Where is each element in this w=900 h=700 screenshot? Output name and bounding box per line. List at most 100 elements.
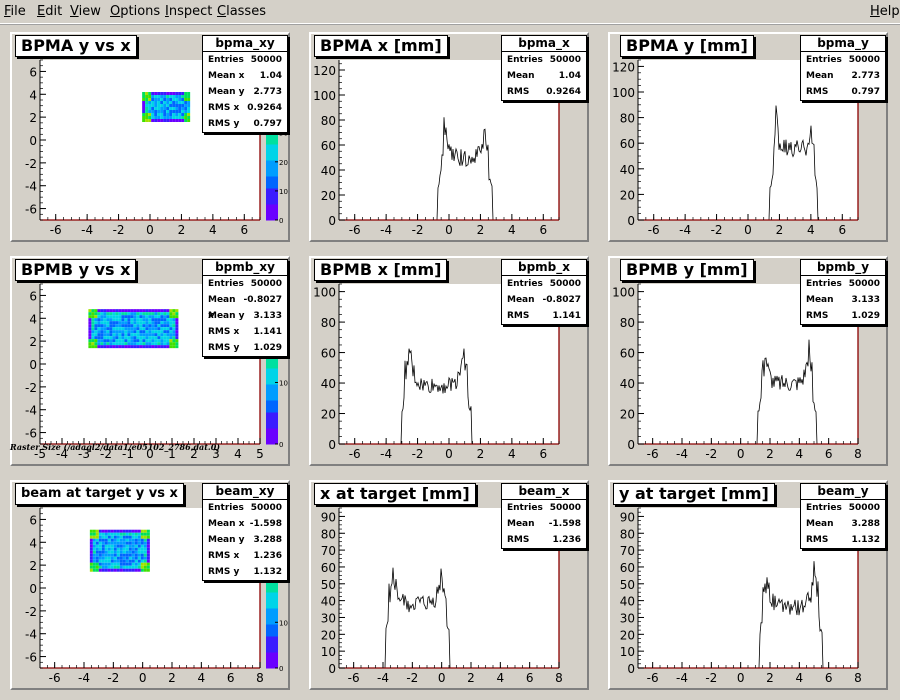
heatmap-cell	[100, 312, 104, 316]
heatmap-cell	[169, 312, 173, 316]
heatmap-cell	[124, 336, 128, 340]
menu-edit-label: dit	[45, 4, 63, 19]
heatmap-cell	[128, 532, 132, 536]
heatmap-cell	[91, 315, 95, 319]
heatmap-cell	[113, 538, 117, 542]
heatmap-cell	[94, 324, 98, 328]
heatmap-cell	[140, 550, 144, 554]
palette-cell	[266, 620, 278, 625]
heatmap-cell	[89, 556, 93, 560]
menu-inspect[interactable]: Inspect	[165, 4, 212, 19]
heatmap-cell	[98, 529, 102, 533]
heatmap-cell	[110, 556, 114, 560]
heatmap-cell	[169, 330, 173, 334]
menu-view[interactable]: View	[70, 4, 101, 19]
heatmap-cell	[178, 101, 182, 104]
heatmap-cell	[91, 345, 95, 349]
stats-label: RMS	[507, 87, 530, 97]
y-tick-label: 4	[29, 536, 37, 550]
heatmap-cell	[101, 532, 105, 536]
heatmap-cell	[91, 321, 95, 325]
stats-label: Mean	[507, 519, 535, 529]
heatmap-cell	[160, 92, 164, 95]
stats-row: Mean x 1.04	[203, 68, 287, 84]
x-tick-label: -2	[412, 223, 424, 237]
heatmap-cell	[109, 309, 113, 313]
menu-file[interactable]: File	[4, 4, 26, 19]
heatmap-cell	[106, 342, 110, 346]
y-tick-label: 50	[620, 578, 635, 592]
heatmap-cell	[107, 562, 111, 566]
heatmap-cell	[128, 550, 132, 554]
palette-cell	[266, 392, 278, 397]
palette-cell	[266, 604, 278, 609]
pad-beam-y[interactable]: -6 -4 -2 0 2 4 6 8 0 10 20 30 40 50 60 70 80 90 y at targ…	[608, 480, 888, 690]
heatmap-cell	[107, 547, 111, 551]
heatmap-cell	[110, 535, 114, 539]
heatmap-cell	[157, 110, 161, 113]
heatmap-cell	[130, 342, 134, 346]
heatmap-cell	[187, 104, 191, 107]
pad-bpma-y[interactable]: -6 -4 -2 0 2 4 6 0 20 40 60 80 100 120 BPMA y [mm] bp…	[608, 32, 888, 242]
palette-cell	[266, 616, 278, 621]
pad-bpmb-x[interactable]: -6 -4 -2 0 2 4 6 0 20 40 60 80 100 BPMB x [mm] bpmb_…	[309, 256, 589, 466]
pad-bpma-x[interactable]: -6 -4 -2 0 2 4 6 0 20 40 60 80 100 120 BPMA x [mm] bp…	[309, 32, 589, 242]
heatmap-cell	[163, 101, 167, 104]
menu-classes[interactable]: Classes	[217, 4, 266, 19]
heatmap-cell	[163, 98, 167, 101]
heatmap-cell	[157, 101, 161, 104]
y-tick-label: 40	[321, 377, 336, 391]
menu-inspect-label: nspect	[168, 4, 213, 19]
y-tick-label: 120	[612, 60, 635, 74]
heatmap-cell	[169, 98, 173, 101]
y-tick-label: 80	[321, 114, 336, 128]
menu-options[interactable]: Options	[110, 4, 160, 19]
heatmap-cell	[172, 333, 176, 337]
heatmap-cell	[163, 119, 167, 122]
stats-row: Entries 50000	[801, 500, 885, 516]
heatmap-cell	[116, 568, 120, 572]
heatmap-cell	[160, 119, 164, 122]
heatmap-cell	[89, 550, 93, 554]
x-tick-label: -2	[100, 447, 112, 461]
heatmap-cell	[95, 562, 99, 566]
heatmap-cell	[128, 559, 132, 563]
pad-beam-x[interactable]: -6 -4 -2 0 2 4 6 8 0 10 20 30 40 50 60 70 80 90 x at targ…	[309, 480, 589, 690]
heatmap-cell	[122, 565, 126, 569]
menu-edit[interactable]: Edit	[37, 4, 62, 19]
heatmap-cell	[178, 95, 182, 98]
x-tick-label: 4	[807, 223, 815, 237]
stats-label: Entries	[806, 279, 842, 289]
palette-cell	[266, 640, 278, 645]
x-tick-label: -4	[56, 447, 68, 461]
stats-label: Mean y	[208, 311, 245, 321]
pad-bpmb-y[interactable]: -6 -4 -2 0 2 4 6 8 0 20 40 60 80 100 BPMB y [mm] bpmb…	[608, 256, 888, 466]
menu-options-mnemonic: O	[110, 4, 121, 19]
heatmap-cell	[148, 318, 152, 322]
x-tick-label: -6	[647, 447, 659, 461]
menu-help[interactable]: Help	[870, 4, 900, 19]
heatmap-cell	[175, 330, 179, 334]
heatmap-cell	[100, 336, 104, 340]
heatmap-cell	[142, 324, 146, 328]
heatmap-cell	[112, 336, 116, 340]
heatmap-cell	[112, 330, 116, 334]
heatmap-cell	[92, 565, 96, 569]
heatmap-cell	[139, 333, 143, 337]
heatmap-cell	[145, 318, 149, 322]
heatmap-cell	[95, 529, 99, 533]
heatmap-cell	[148, 333, 152, 337]
heatmap-cell	[175, 119, 179, 122]
x-tick-label: 0	[737, 447, 745, 461]
heatmap-cell	[104, 541, 108, 545]
heatmap-cell	[181, 92, 185, 95]
heatmap-cell	[88, 342, 92, 346]
heatmap-cell	[154, 330, 158, 334]
heatmap-cell	[119, 550, 123, 554]
heatmap-cell	[91, 309, 95, 313]
heatmap-cell	[107, 532, 111, 536]
heatmap-cell	[133, 345, 137, 349]
